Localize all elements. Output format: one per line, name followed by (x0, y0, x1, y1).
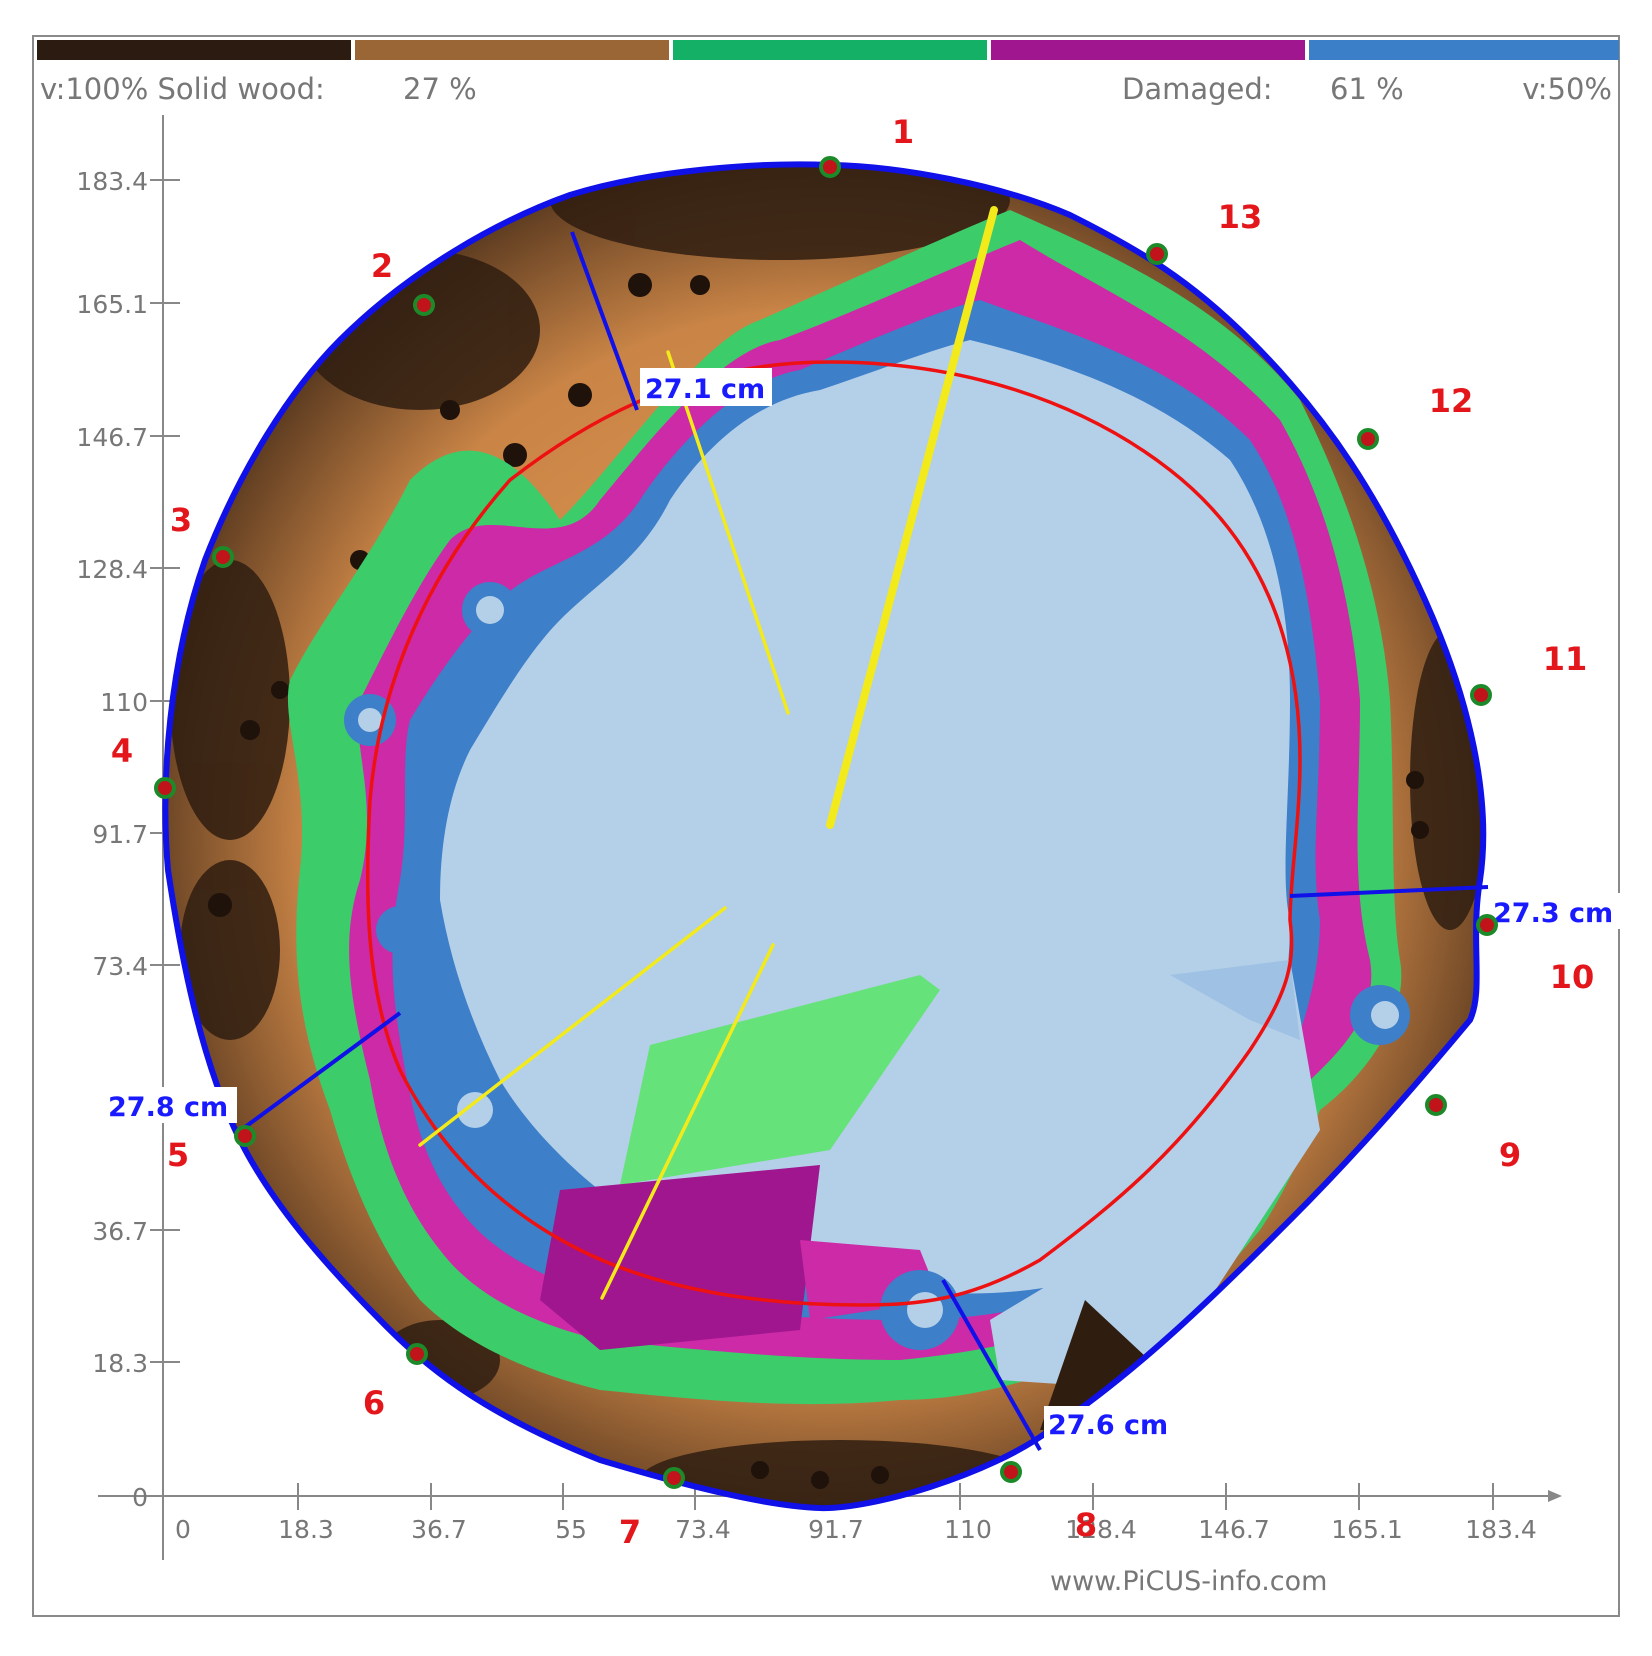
sensor-number: 2 (371, 247, 393, 285)
y-tick-label: 110 (100, 688, 148, 717)
x-axis-arrow-icon (1548, 1490, 1562, 1502)
y-tick-label: 128.4 (76, 555, 148, 584)
x-tick-label: 55 (555, 1515, 587, 1544)
yellow-thin-line-lower (600, 943, 775, 1300)
thickness-line-top (570, 231, 639, 411)
thickness-lines (235, 231, 1489, 1451)
watermark: www.PiCUS-info.com (1050, 1566, 1327, 1597)
sensor-number: 12 (1429, 382, 1474, 420)
sensor-number: 7 (619, 1513, 641, 1551)
sensor-dot (1470, 684, 1492, 706)
sensor-number: 8 (1075, 1506, 1097, 1544)
x-tick-label: 73.4 (675, 1515, 731, 1544)
sensor-number: 6 (363, 1384, 385, 1422)
sensor-dot (406, 1343, 428, 1365)
sensor-number: 10 (1550, 958, 1595, 996)
sensor-number: 5 (167, 1136, 189, 1174)
yellow-thin-line-left (418, 906, 727, 1147)
sensor-number: 1 (892, 113, 914, 151)
x-tick-label: 0 (175, 1515, 191, 1544)
x-tick-label: 128.4 (1065, 1515, 1137, 1544)
yellow-thick-line (826, 206, 998, 829)
thickness-label-left: 27.8 cm (108, 1092, 228, 1123)
x-tick-label: 110 (944, 1515, 992, 1544)
legend-left-label: v:100% Solid wood: (40, 72, 325, 106)
legend-right-label: v:50% (1522, 72, 1612, 106)
sensor-dot (1425, 1094, 1447, 1116)
sensor-number: 3 (170, 501, 192, 539)
sensor-number: 4 (111, 732, 133, 770)
x-tick-label: 18.3 (278, 1515, 334, 1544)
legend-swatch-blue (1309, 40, 1619, 60)
damaged-label: Damaged: (1122, 72, 1273, 106)
legend-swatch-magenta (991, 40, 1305, 60)
magenta-lower-patch (540, 1165, 820, 1350)
sensor-number: 13 (1218, 198, 1263, 236)
y-tick-label: 146.7 (76, 423, 148, 452)
y-tick-label: 73.4 (92, 952, 148, 981)
legend-swatch-brown (355, 40, 669, 60)
y-tick-label: 0 (132, 1483, 148, 1512)
red-boundary-curve (365, 360, 1302, 1307)
thickness-line-bottom (941, 1279, 1042, 1451)
trunk-outline (162, 161, 1487, 1512)
thickness-label-top: 27.1 cm (645, 374, 765, 405)
x-tick-label: 36.7 (411, 1515, 467, 1544)
x-tick-label: 146.7 (1198, 1515, 1270, 1544)
sensor-points (154, 156, 1498, 1489)
sensor-dot (234, 1125, 256, 1147)
y-tick-label: 18.3 (92, 1349, 148, 1378)
thickness-label-right: 27.3 cm (1493, 898, 1613, 929)
sensor-dot (819, 156, 841, 178)
sensor-dot (1357, 428, 1379, 450)
light-green-patch (620, 975, 940, 1185)
solid-wood-value: 27 % (403, 72, 477, 106)
sensor-dot (154, 777, 176, 799)
trunk-tomogram (165, 164, 1484, 1509)
x-tick-label: 165.1 (1331, 1515, 1403, 1544)
sensor-dot (1476, 914, 1498, 936)
y-tick-label: 91.7 (92, 820, 148, 849)
sensor-number: 9 (1499, 1136, 1521, 1174)
sensor-dot (663, 1467, 685, 1489)
sensor-number: 11 (1543, 640, 1588, 678)
thickness-line-right (1289, 885, 1489, 898)
legend: v:100% Solid wood: 27 % Damaged: 61 % v:… (37, 40, 1619, 106)
y-tick-label: 165.1 (76, 290, 148, 319)
sensor-dot (413, 294, 435, 316)
yellow-thin-line-upper (666, 350, 790, 715)
legend-swatch-dark-brown (37, 40, 351, 60)
sensor-dot (1000, 1461, 1022, 1483)
yellow-direction-lines (418, 206, 998, 1300)
x-tick-label: 91.7 (808, 1515, 864, 1544)
y-tick-label: 36.7 (92, 1217, 148, 1246)
legend-swatch-green (673, 40, 987, 60)
sensor-dot (212, 546, 234, 568)
sensor-dot (1146, 243, 1168, 265)
thickness-line-left (235, 1011, 402, 1135)
damaged-value: 61 % (1330, 72, 1404, 106)
y-tick-label: 183.4 (76, 167, 148, 196)
thickness-labels: 27.1 cm 27.3 cm 27.8 cm 27.6 cm (103, 368, 1620, 1442)
x-tick-label: 183.4 (1465, 1515, 1537, 1544)
thickness-label-bottom: 27.6 cm (1048, 1410, 1168, 1441)
